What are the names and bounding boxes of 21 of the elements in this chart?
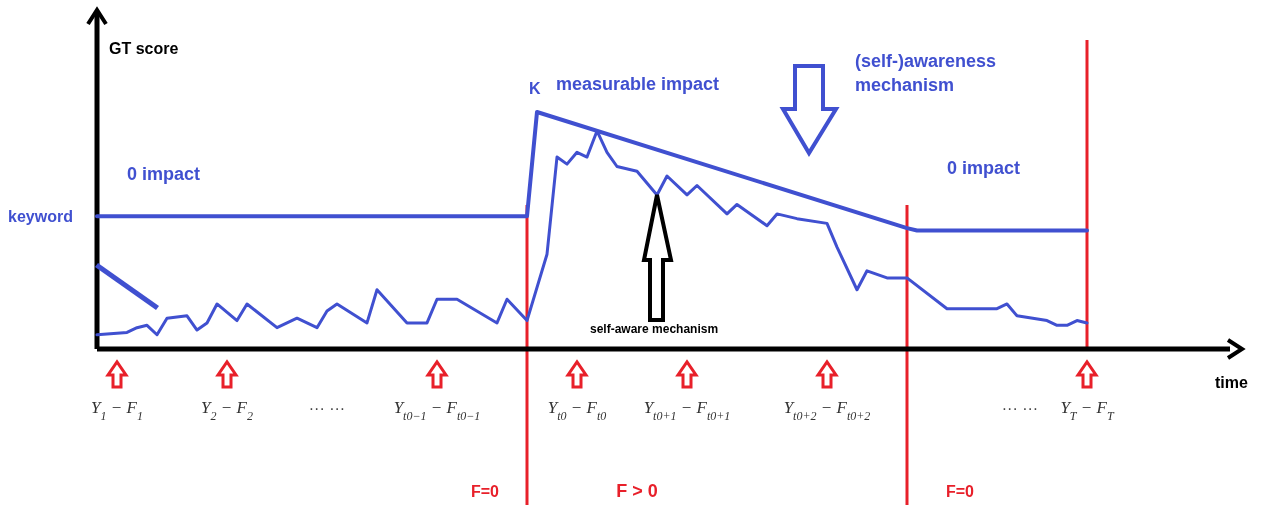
y-axis-title: GT score [109, 40, 179, 57]
x-tick-label: Y$_{T}$ − F$_{T}$ [1060, 398, 1115, 423]
x-tick-label: Y$_{t0+2}$ − F$_{t0+2}$ [783, 398, 871, 423]
x-tick-label: Y$_{t0}$ − F$_{t0}$ [547, 398, 607, 423]
x-tick-label: Y$_{2}$ − F$_{2}$ [201, 398, 253, 423]
text: F > 0 [616, 481, 658, 501]
annotation: self-aware mechanism [590, 322, 719, 336]
x-tick-label: Y$_{t0−1}$ − F$_{t0−1}$ [393, 398, 481, 423]
x-axis-title: time [1215, 374, 1248, 391]
x-tick-label: Y$_{t0+1}$ − F$_{t0+1}$ [643, 398, 731, 423]
x-tick-label: Y$_{1}$ − F$_{1}$ [91, 398, 143, 423]
text: ··· ··· [308, 400, 346, 417]
text: keyword [8, 208, 73, 225]
text: measurable impact [556, 74, 720, 94]
text: F=0 [470, 483, 500, 500]
text: ··· ··· [1001, 400, 1039, 417]
text: K [529, 80, 541, 97]
text: (self-)awareness mechanism [855, 51, 997, 95]
text: F=0 [945, 483, 975, 500]
annotation: 0 impact [947, 158, 1021, 178]
annotation: 0 impact [127, 164, 201, 184]
